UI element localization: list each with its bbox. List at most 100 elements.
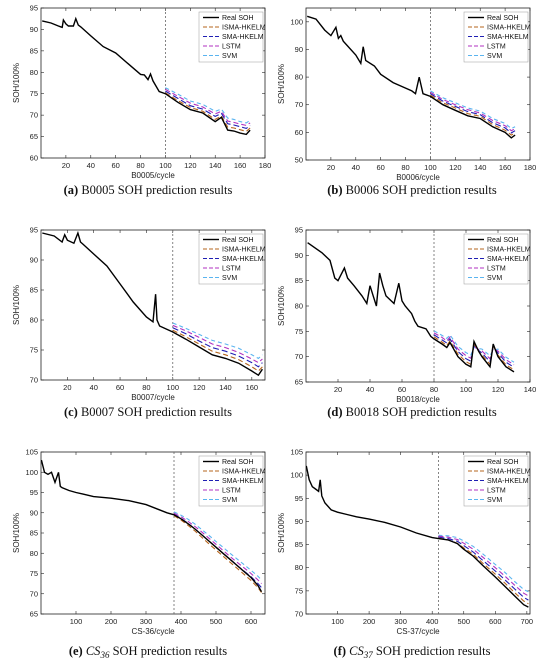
caption-letter: (f) — [334, 644, 350, 658]
x-tick-label: 300 — [394, 617, 407, 626]
series-line-real-soh — [306, 465, 529, 608]
x-tick-label: 40 — [352, 163, 360, 172]
legend-label: ISMA-HKELM — [487, 469, 531, 476]
legend-label: SMA-HKELM — [487, 256, 529, 263]
series-line-real-soh — [42, 230, 263, 377]
y-tick-label: 80 — [30, 68, 38, 77]
x-tick-label: 140 — [524, 385, 537, 394]
x-tick-label: 180 — [259, 161, 272, 170]
y-tick-label: 75 — [30, 346, 38, 355]
x-tick-label: 700 — [521, 617, 534, 626]
series-line-svm — [430, 90, 516, 130]
legend-label: SVM — [222, 497, 237, 504]
y-tick-label: 75 — [295, 586, 303, 595]
series-line-svm — [165, 87, 251, 124]
y-tick-label: 80 — [295, 563, 303, 572]
x-tick-label: 120 — [449, 163, 462, 172]
x-tick-label: 140 — [219, 383, 232, 392]
x-tick-label: 100 — [70, 617, 83, 626]
y-tick-label: 75 — [30, 89, 38, 98]
y-tick-label: 85 — [30, 529, 38, 538]
x-tick-label: 100 — [159, 161, 172, 170]
chart-panel-3: 20 40 60 80 100 120 140 160 70 75 80 85 90 95 B0007/cy… — [12, 226, 266, 420]
legend-label: SVM — [487, 497, 502, 504]
series-line-lstm — [438, 535, 529, 597]
y-tick-label: 60 — [30, 154, 38, 163]
legend: Real SOH ISMA-HKELM SMA-HKELM LSTM SVM — [198, 455, 266, 507]
legend: Real SOH ISMA-HKELM SMA-HKELM LSTM SVM — [198, 233, 266, 285]
caption-text: B0018 SOH prediction results — [346, 405, 497, 419]
x-tick-label: 40 — [366, 385, 374, 394]
legend-label: ISMA-HKELM — [222, 247, 266, 254]
series-line-isma-hkelm — [430, 94, 516, 136]
caption-letter: (a) — [64, 183, 82, 197]
caption-symbol: CS — [86, 644, 101, 658]
legend-label: LSTM — [487, 488, 506, 495]
legend-label: SMA-HKELM — [487, 34, 529, 41]
y-tick-label: 105 — [290, 448, 303, 457]
chart-panel-5: 100 200 300 400 500 600 65 70 75 80 85 90 95 100 105 CS… — [12, 448, 266, 661]
panel-caption: (c) B0007 SOH prediction results — [64, 405, 232, 419]
x-tick-label: 20 — [62, 161, 70, 170]
x-tick-label: 120 — [193, 383, 206, 392]
y-tick-label: 70 — [30, 589, 38, 598]
x-tick-label: 60 — [111, 161, 119, 170]
legend: Real SOH ISMA-HKELM SMA-HKELM LSTM SVM — [463, 455, 531, 507]
x-tick-label: 140 — [209, 161, 222, 170]
x-axis-label: B0018/cycle — [396, 395, 440, 404]
y-tick-label: 70 — [295, 100, 303, 109]
y-tick-label: 95 — [295, 494, 303, 503]
legend-label: LSTM — [487, 266, 506, 273]
y-tick-label: 85 — [30, 46, 38, 55]
legend-label: SVM — [222, 53, 237, 60]
y-tick-label: 90 — [30, 256, 38, 265]
x-tick-label: 80 — [401, 163, 409, 172]
y-tick-label: 85 — [30, 286, 38, 295]
legend-label: Real SOH — [487, 15, 519, 22]
caption-letter: (d) — [327, 405, 345, 419]
legend-label: SMA-HKELM — [487, 478, 529, 485]
x-axis-label: CS-37/cycle — [396, 627, 440, 636]
legend: Real SOH ISMA-HKELM SMA-HKELM LSTM SVM — [198, 11, 266, 63]
y-tick-label: 65 — [30, 610, 38, 619]
y-tick-label: 70 — [30, 376, 38, 385]
caption-text: SOH prediction results — [109, 644, 227, 658]
y-tick-label: 90 — [295, 517, 303, 526]
y-tick-label: 70 — [30, 111, 38, 120]
legend-label: Real SOH — [222, 15, 254, 22]
x-tick-label: 20 — [63, 383, 71, 392]
y-tick-label: 95 — [30, 226, 38, 235]
legend: Real SOH ISMA-HKELM SMA-HKELM LSTM SVM — [463, 233, 531, 285]
y-tick-label: 80 — [30, 316, 38, 325]
y-axis-label: SOH/100% — [12, 63, 21, 103]
x-tick-label: 120 — [492, 385, 505, 394]
y-tick-label: 60 — [295, 128, 303, 137]
legend: Real SOH ISMA-HKELM SMA-HKELM LSTM SVM — [463, 11, 531, 63]
x-tick-label: 600 — [245, 617, 258, 626]
y-tick-label: 75 — [30, 569, 38, 578]
y-tick-label: 70 — [295, 352, 303, 361]
y-tick-label: 85 — [295, 276, 303, 285]
x-tick-label: 200 — [363, 617, 376, 626]
y-tick-label: 95 — [295, 226, 303, 235]
series-line-real-soh — [42, 16, 251, 136]
x-tick-label: 120 — [184, 161, 197, 170]
x-tick-label: 400 — [426, 617, 439, 626]
x-axis-label: B0007/cycle — [131, 393, 175, 402]
y-tick-label: 90 — [30, 508, 38, 517]
caption-letter: (c) — [64, 405, 81, 419]
x-tick-label: 100 — [331, 617, 344, 626]
legend-label: LSTM — [222, 266, 241, 273]
x-tick-label: 500 — [210, 617, 223, 626]
legend-label: LSTM — [487, 44, 506, 51]
panel-caption: (f) CS37 SOH prediction results — [334, 644, 491, 660]
y-axis-label: SOH/100% — [12, 285, 21, 325]
y-axis-label: SOH/100% — [12, 513, 21, 553]
x-tick-label: 60 — [398, 385, 406, 394]
chart-panel-1: 20 40 60 80 100 120 140 160 180 60 65 70 75 80 85 90 95 B… — [12, 4, 271, 198]
series-line-isma-hkelm — [173, 515, 262, 593]
y-tick-label: 95 — [30, 4, 38, 13]
y-tick-label: 65 — [295, 378, 303, 387]
legend-label: SVM — [222, 275, 237, 282]
y-tick-label: 90 — [30, 25, 38, 34]
